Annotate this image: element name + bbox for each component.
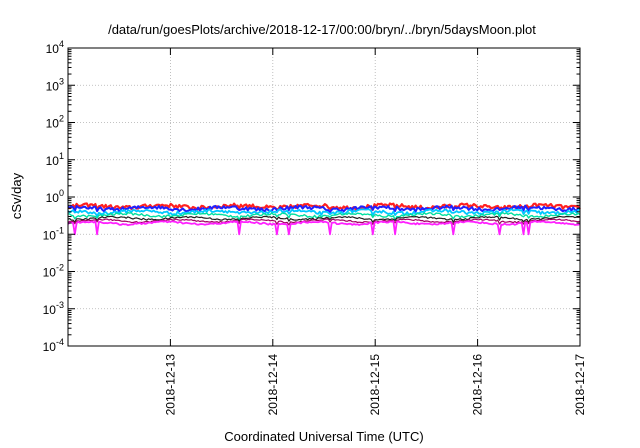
x-axis-label: Coordinated Universal Time (UTC) bbox=[224, 429, 423, 444]
y-tick-label: 103 bbox=[46, 76, 64, 93]
grid bbox=[68, 48, 580, 346]
series-group bbox=[67, 202, 581, 236]
y-tick-label: 102 bbox=[46, 114, 64, 131]
y-tick-label: 10-2 bbox=[43, 263, 64, 280]
series-line-6 bbox=[67, 218, 581, 226]
y-tick-label: 10-4 bbox=[43, 337, 64, 354]
series-line-2 bbox=[67, 204, 581, 213]
y-tick-label: 10-3 bbox=[43, 300, 64, 317]
y-tick-label: 10-1 bbox=[43, 225, 64, 242]
series-line-7 bbox=[67, 220, 581, 236]
y-axis-label: cSv/day bbox=[9, 172, 24, 219]
x-tick-label: 2018-12-13 bbox=[163, 354, 177, 416]
series-line-3 bbox=[67, 208, 581, 217]
y-axis: 10-4 10-3 10-2 10-1 100 101 102 103 104 bbox=[43, 39, 580, 354]
x-tick-label: 2018-12-15 bbox=[368, 354, 382, 416]
series-line-4 bbox=[67, 212, 581, 221]
x-axis: 2018-12-13 2018-12-14 2018-12-15 2018-12-16… bbox=[163, 48, 587, 415]
chart-title: /data/run/goesPlots/archive/2018-12-17/0… bbox=[108, 22, 536, 37]
y-tick-label: 100 bbox=[46, 188, 64, 205]
x-tick-label: 2018-12-16 bbox=[471, 354, 485, 416]
y-tick-label: 101 bbox=[46, 151, 64, 168]
x-tick-label: 2018-12-17 bbox=[573, 354, 587, 416]
x-tick-label: 2018-12-14 bbox=[266, 354, 280, 416]
series-line-5 bbox=[67, 215, 581, 223]
y-tick-label: 104 bbox=[46, 39, 64, 56]
